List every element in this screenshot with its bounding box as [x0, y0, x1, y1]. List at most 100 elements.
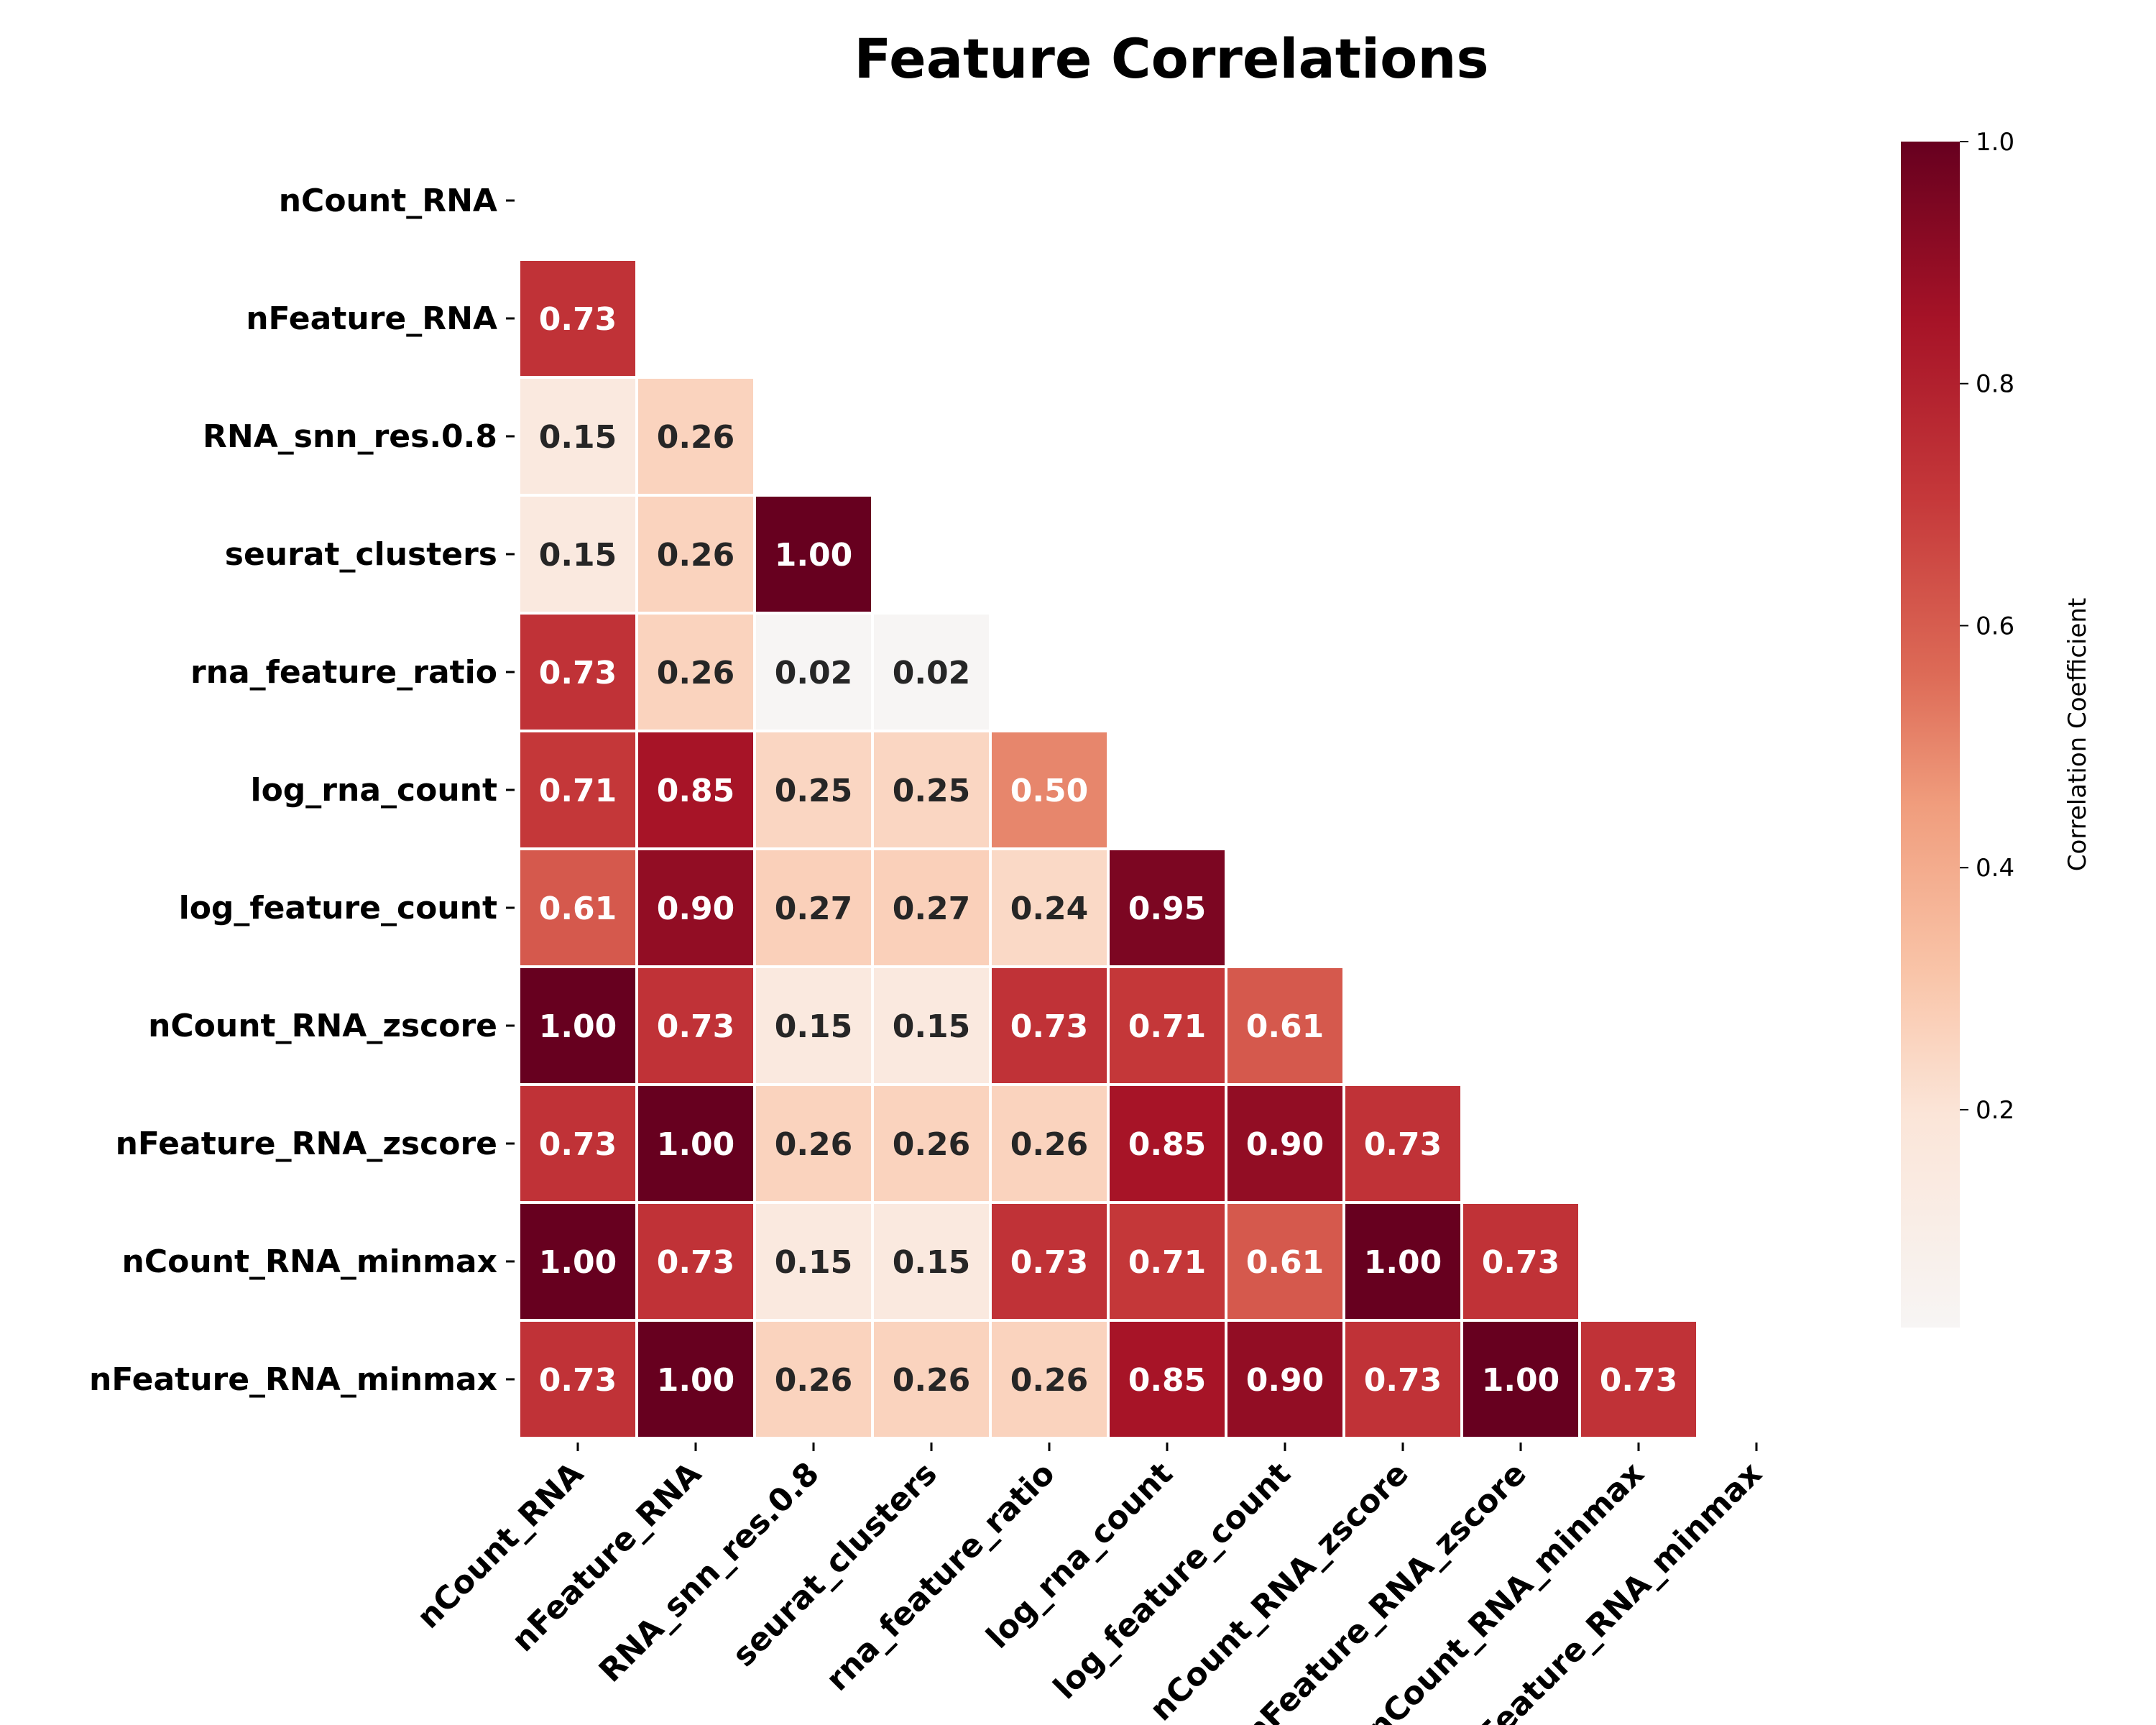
cell-value-label: 0.73	[1364, 1362, 1442, 1399]
cell-value-label: 0.26	[775, 1126, 853, 1163]
heatmap-cell	[1342, 1319, 1463, 1440]
cell-value-label: 1.00	[657, 1362, 735, 1399]
cell-value-label: 0.71	[1128, 1008, 1207, 1045]
cell-value-label: 0.71	[1128, 1244, 1207, 1281]
cell-value-label: 0.15	[893, 1244, 971, 1281]
row-label: nFeature_RNA	[246, 300, 497, 337]
heatmap-cell	[1107, 965, 1227, 1086]
row-label: nCount_RNA_minmax	[122, 1243, 497, 1280]
colorbar-tick-label: 0.4	[1976, 854, 2014, 883]
row-label: nFeature_RNA_minmax	[89, 1361, 497, 1398]
cell-value-label: 0.71	[539, 773, 617, 809]
heatmap-cell	[753, 494, 874, 615]
cell-value-label: 0.15	[539, 537, 617, 574]
row-label: seurat_clusters	[225, 536, 497, 573]
cell-value-label: 0.73	[1364, 1126, 1442, 1163]
heatmap-cell	[1460, 1319, 1581, 1440]
cell-value-label: 1.00	[657, 1126, 735, 1163]
cell-value-label: 0.26	[1010, 1126, 1089, 1163]
heatmap-cell	[1460, 1201, 1581, 1322]
heatmap-cell	[1107, 1201, 1227, 1322]
row-label: log_rna_count	[250, 772, 497, 809]
cell-value-label: 0.15	[775, 1008, 853, 1045]
heatmap-cell	[517, 1083, 638, 1204]
cell-value-label: 0.73	[657, 1008, 735, 1045]
cell-value-label: 0.26	[657, 419, 735, 456]
cell-value-label: 1.00	[775, 537, 853, 574]
heatmap-cell	[1225, 965, 1345, 1086]
cell-value-label: 0.73	[539, 1362, 617, 1399]
heatmap-cell	[753, 1319, 874, 1440]
colorbar-gradient	[1901, 142, 1960, 1328]
row-label: RNA_snn_res.0.8	[203, 418, 497, 455]
heatmap-cell	[1107, 1319, 1227, 1440]
row-labels: nCount_RNA nFeature_RNA RNA_snn_res.0.8seu…	[89, 183, 515, 1398]
cell-value-label: 0.24	[1010, 891, 1089, 927]
cell-value-label: 0.61	[1246, 1244, 1325, 1281]
heatmap-cell	[635, 730, 756, 850]
cell-value-label: 0.26	[893, 1126, 971, 1163]
cell-value-label: 0.25	[775, 773, 853, 809]
cell-value-label: 0.26	[893, 1362, 971, 1399]
cell-value-label: 0.73	[539, 1126, 617, 1163]
cell-value-label: 0.90	[1246, 1126, 1325, 1163]
cell-value-label: 0.73	[1010, 1008, 1089, 1045]
cell-value-label: 0.15	[775, 1244, 853, 1281]
row-label: nCount_RNA	[279, 183, 497, 219]
cell-value-label: 0.15	[893, 1008, 971, 1045]
column-label: RNA_snn_res.0.8	[592, 1455, 826, 1690]
heatmap-cell	[517, 1319, 638, 1440]
heatmap-cell	[635, 965, 756, 1086]
chart-title: Feature Correlations	[854, 27, 1488, 91]
heatmap-cell	[871, 847, 992, 968]
cell-value-label: 0.02	[775, 655, 853, 691]
cell-value-label: 0.15	[539, 419, 617, 456]
colorbar-tick-label: 0.6	[1976, 612, 2014, 640]
heatmap-cell	[517, 847, 638, 968]
cell-value-label: 0.73	[1482, 1244, 1560, 1281]
heatmap-cell	[871, 730, 992, 850]
heatmap-cell	[1342, 1083, 1463, 1204]
column-label: log_feature_count	[1046, 1455, 1298, 1707]
cell-value-label: 1.00	[1364, 1244, 1442, 1281]
heatmap-cell	[753, 847, 874, 968]
row-label: nFeature_RNA_zscore	[116, 1126, 497, 1162]
cell-value-label: 0.50	[1010, 773, 1089, 809]
cell-value-label: 0.61	[1246, 1008, 1325, 1045]
colorbar: Correlation Coefficient 0.2 0.4 0.6 0.8 1.0	[1901, 128, 2092, 1328]
cell-value-label: 0.73	[657, 1244, 735, 1281]
heatmap-cell	[871, 612, 992, 732]
cell-value-label: 1.00	[539, 1244, 617, 1281]
cell-value-label: 0.73	[1600, 1362, 1678, 1399]
heatmap-cells: 0.73 0.15 0.26 0.15 0.26 1.00 0.73 0.26 0.02 0.02…	[517, 258, 1699, 1440]
heatmap-cell	[871, 1319, 992, 1440]
cell-value-label: 0.27	[893, 891, 971, 927]
colorbar-tick-label: 0.2	[1976, 1096, 2014, 1125]
cell-value-label: 0.02	[893, 655, 971, 691]
cell-value-label: 0.25	[893, 773, 971, 809]
heatmap-cell	[1578, 1319, 1699, 1440]
cell-value-label: 0.26	[775, 1362, 853, 1399]
colorbar-tick-label: 0.8	[1976, 370, 2014, 399]
heatmap-cell	[989, 847, 1110, 968]
heatmap-cell	[989, 1319, 1110, 1440]
cell-value-label: 0.73	[1010, 1244, 1089, 1281]
heatmap-cell	[871, 1201, 992, 1322]
cell-value-label: 0.26	[657, 655, 735, 691]
column-labels: nCount_RNAnFeature_RNARNA_snn_res.0.8seu…	[410, 1443, 1769, 1725]
cell-value-label: 0.73	[539, 301, 617, 338]
cell-value-label: 0.90	[1246, 1362, 1325, 1399]
heatmap-cell	[1225, 1201, 1345, 1322]
cell-value-label: 0.90	[657, 891, 735, 927]
heatmap-cell	[517, 258, 638, 379]
cell-value-label: 0.85	[657, 773, 735, 809]
cell-value-label: 0.95	[1128, 891, 1207, 927]
cell-value-label: 0.85	[1128, 1362, 1207, 1399]
heatmap-cell	[517, 965, 638, 1086]
heatmap-cell	[635, 612, 756, 732]
row-label: rna_feature_ratio	[190, 654, 497, 691]
row-label: nCount_RNA_zscore	[148, 1008, 497, 1044]
cell-value-label: 0.27	[775, 891, 853, 927]
cell-value-label: 0.61	[539, 891, 617, 927]
